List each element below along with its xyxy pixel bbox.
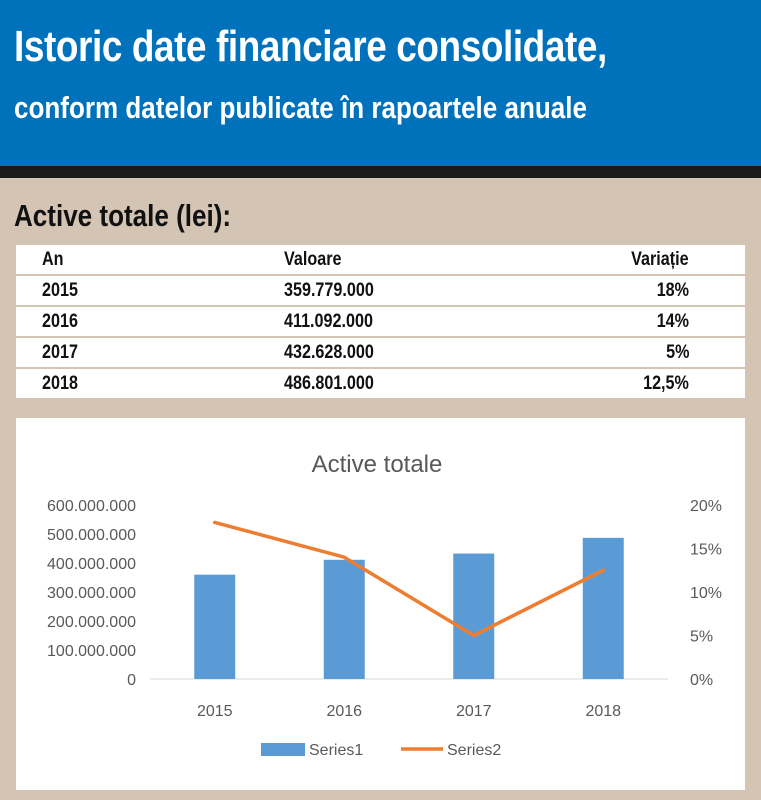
legend-label-series1: Series1 (309, 742, 363, 759)
y-right-tick-label: 5% (690, 629, 713, 646)
x-tick-label: 2018 (585, 703, 621, 720)
legend-swatch-series1 (261, 743, 305, 756)
table-row: 2016 411.092.000 14% (16, 307, 745, 336)
y-left-tick-label: 0 (127, 672, 136, 689)
bar-2017 (453, 553, 495, 679)
legend-label-series2: Series2 (447, 742, 501, 759)
section-title: Active totale (lei): (14, 198, 232, 233)
chart-panel: Active totale 0 100.000.000 200.000.000 300.… (16, 418, 745, 790)
line-series2 (213, 520, 605, 638)
cell-variation: 12,5% (643, 373, 689, 394)
y-right-tick-label: 10% (690, 585, 722, 602)
header-banner: Istoric date financiare consolidate, con… (0, 0, 761, 166)
y-right-tick-label: 0% (690, 672, 713, 689)
y-right-tick-label: 15% (690, 542, 722, 559)
bar-2015 (194, 574, 236, 679)
cell-variation: 18% (656, 280, 689, 301)
data-table: An Valoare Variație 2015 359.779.000 18%… (16, 245, 745, 400)
cell-year: 2018 (42, 373, 78, 394)
column-header-value: Valoare (284, 249, 342, 270)
line-point-2018 (601, 568, 605, 572)
bar-2016 (323, 559, 365, 679)
x-tick-label: 2016 (326, 703, 362, 720)
y-left-tick-label: 600.000.000 (47, 498, 136, 515)
y-left-tick-label: 100.000.000 (47, 643, 136, 660)
column-header-year: An (42, 249, 64, 270)
table-header-row: An Valoare Variație (16, 245, 745, 274)
header-divider (0, 166, 761, 178)
combo-chart: Active totale 0 100.000.000 200.000.000 300.… (47, 451, 722, 759)
cell-value: 432.628.000 (284, 342, 374, 363)
table-row: 2018 486.801.000 12,5% (16, 369, 745, 398)
cell-value: 411.092.000 (284, 311, 373, 332)
cell-variation: 5% (665, 342, 689, 363)
cell-value: 359.779.000 (284, 280, 374, 301)
x-tick-label: 2017 (456, 703, 492, 720)
cell-year: 2016 (42, 311, 78, 332)
table-row: 2017 432.628.000 5% (16, 338, 745, 367)
bar-2018 (582, 537, 624, 679)
y-left-tick-label: 400.000.000 (47, 556, 136, 573)
x-tick-label: 2015 (197, 703, 233, 720)
table-row: 2015 359.779.000 18% (16, 276, 745, 305)
line-point-2016 (342, 555, 346, 559)
cell-variation: 14% (656, 311, 689, 332)
cell-value: 486.801.000 (284, 373, 374, 394)
chart-title: Active totale (312, 451, 443, 478)
page-title: Istoric date financiare consolidate, (14, 22, 607, 71)
y-left-tick-label: 300.000.000 (47, 585, 136, 602)
cell-year: 2015 (42, 280, 78, 301)
line-point-2017 (472, 634, 476, 637)
y-left-tick-label: 200.000.000 (47, 614, 136, 631)
line-point-2015 (213, 520, 217, 524)
page-subtitle: conform datelor publicate în rapoartele … (14, 90, 588, 125)
column-header-variation: Variație (631, 249, 689, 270)
y-right-tick-label: 20% (690, 498, 722, 515)
y-left-tick-label: 500.000.000 (47, 527, 136, 544)
cell-year: 2017 (42, 342, 78, 363)
